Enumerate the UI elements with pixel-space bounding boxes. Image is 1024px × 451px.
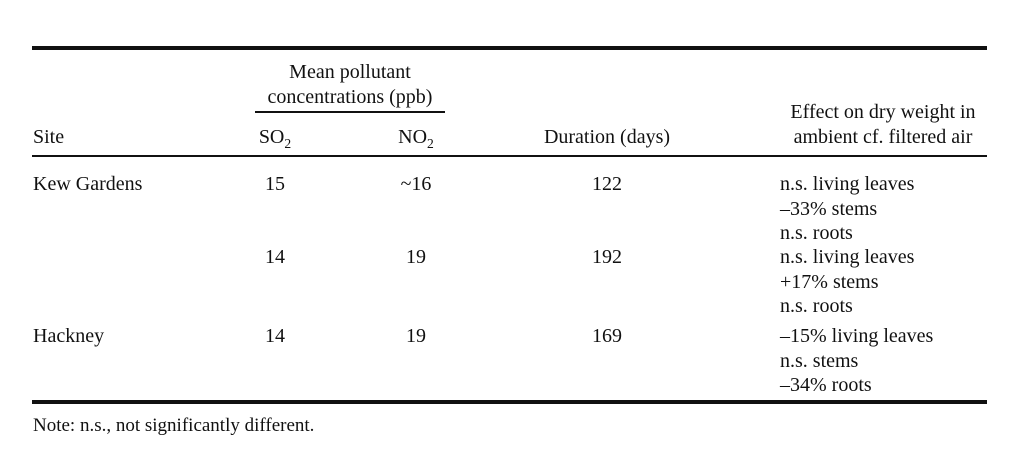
spanner-underline-rule (255, 111, 445, 113)
duration-cell: 169 (592, 325, 622, 347)
table-bottom-rule (32, 400, 987, 404)
no2-value-cell: 19 (406, 325, 426, 347)
col-header-duration: Duration (days) (543, 126, 671, 148)
no2-value-cell: ~16 (400, 173, 432, 195)
so2-value-cell: 14 (265, 325, 285, 347)
effect-cell: n.s. living leaves +17% stems n.s. roots (780, 245, 914, 319)
so2-label: SO (258, 126, 285, 148)
spanner-header-line: concentrations (ppb) (267, 85, 433, 108)
effect-line: –15% living leaves (780, 325, 934, 347)
effect-cell: –15% living leaves n.s. stems –34% roots (780, 324, 933, 398)
effect-line: –34% roots (780, 374, 872, 396)
table-note: Note: n.s., not significantly different. (33, 415, 315, 436)
effect-cell: n.s. living leaves –33% stems n.s. roots (780, 172, 914, 246)
effect-line: +17% stems (780, 270, 879, 293)
duration-cell: 192 (592, 246, 622, 268)
so2-subscript: 2 (284, 136, 292, 151)
header-bottom-rule (32, 155, 987, 157)
effect-line: n.s. living leaves (780, 173, 915, 195)
col-header-so2: SO2 (225, 125, 325, 150)
no2-subscript: 2 (427, 136, 434, 151)
table-top-rule (32, 46, 987, 50)
col-header-effect-line: Effect on dry weight in (790, 101, 976, 123)
spanner-header-line: Mean pollutant (289, 61, 411, 83)
site-cell: Kew Gardens (33, 173, 143, 195)
duration-cell: 122 (592, 173, 622, 195)
col-header-effect-line: ambient cf. filtered air (793, 125, 973, 148)
effect-line: n.s. stems (780, 349, 859, 372)
col-header-effect: Effect on dry weight in ambient cf. filt… (778, 100, 988, 149)
no2-label: NO (398, 126, 428, 148)
effect-line: –33% stems (780, 197, 878, 220)
effect-line: n.s. roots (780, 222, 853, 244)
spanner-header: Mean pollutant concentrations (ppb) (250, 60, 450, 109)
col-header-site: Site (33, 126, 65, 148)
so2-value-cell: 15 (265, 173, 285, 195)
effect-line: n.s. roots (780, 295, 853, 317)
site-cell: Hackney (33, 325, 105, 347)
so2-value-cell: 14 (265, 246, 285, 268)
col-header-no2: NO2 (366, 125, 466, 150)
effect-line: n.s. living leaves (780, 246, 915, 268)
no2-value-cell: 19 (406, 246, 426, 268)
